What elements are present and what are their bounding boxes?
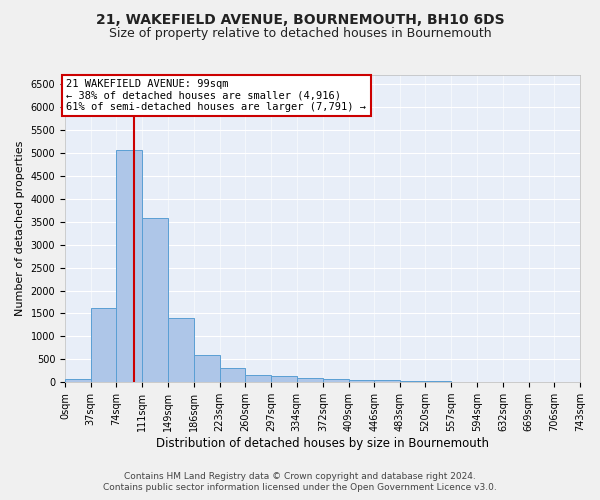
Bar — [245, 376, 271, 382]
Bar — [220, 368, 245, 382]
Bar — [142, 218, 168, 382]
Bar — [194, 354, 220, 382]
Text: Size of property relative to detached houses in Bournemouth: Size of property relative to detached ho… — [109, 28, 491, 40]
Y-axis label: Number of detached properties: Number of detached properties — [15, 141, 25, 316]
Bar — [349, 380, 374, 382]
Bar — [400, 381, 425, 382]
Bar — [91, 308, 116, 382]
X-axis label: Distribution of detached houses by size in Bournemouth: Distribution of detached houses by size … — [156, 437, 489, 450]
Bar — [323, 379, 349, 382]
Bar — [116, 150, 142, 382]
Bar — [374, 380, 400, 382]
Text: Contains public sector information licensed under the Open Government Licence v3: Contains public sector information licen… — [103, 484, 497, 492]
Bar — [425, 381, 451, 382]
Bar — [296, 378, 323, 382]
Text: 21 WAKEFIELD AVENUE: 99sqm
← 38% of detached houses are smaller (4,916)
61% of s: 21 WAKEFIELD AVENUE: 99sqm ← 38% of deta… — [67, 78, 367, 112]
Bar — [271, 376, 296, 382]
Text: 21, WAKEFIELD AVENUE, BOURNEMOUTH, BH10 6DS: 21, WAKEFIELD AVENUE, BOURNEMOUTH, BH10 … — [95, 12, 505, 26]
Bar — [65, 379, 91, 382]
Bar — [168, 318, 194, 382]
Text: Contains HM Land Registry data © Crown copyright and database right 2024.: Contains HM Land Registry data © Crown c… — [124, 472, 476, 481]
